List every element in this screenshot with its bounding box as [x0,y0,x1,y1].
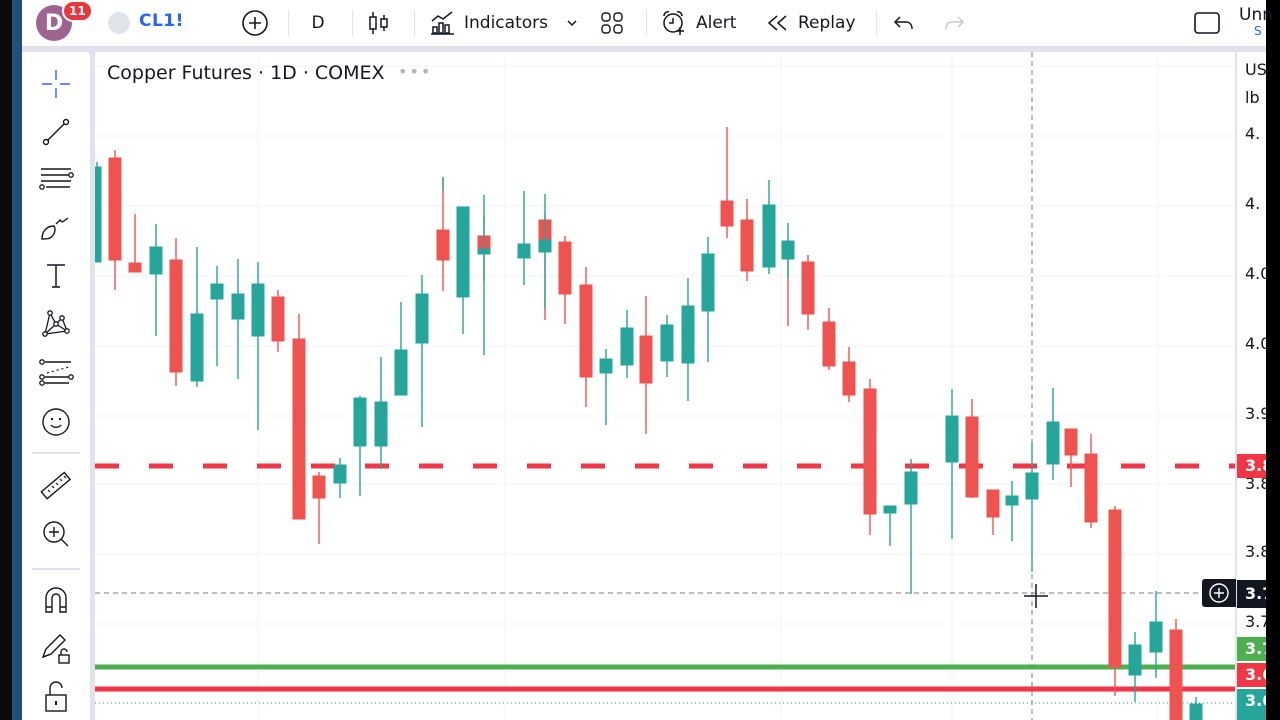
tool-divider [32,452,80,454]
indicators-dropdown-button[interactable] [564,8,580,38]
grid-lines [95,52,1235,720]
emoji-tool-button[interactable] [36,402,76,442]
price-axis-label: 3.9 [1245,404,1266,423]
trend-line-tool-button[interactable] [36,112,76,152]
indicators-label: Indicators [464,13,548,33]
red-level-price-tag: 3.6 [1237,663,1266,687]
square-icon [1194,12,1220,34]
smiley-icon [42,408,70,436]
chart-type-button[interactable] [366,8,392,38]
avatar-letter: D [44,10,64,36]
text-tool-button[interactable] [36,256,76,296]
legend-menu-button[interactable]: ••• [398,62,433,81]
redo-button[interactable] [942,8,966,38]
trend-line-icon [42,118,70,146]
compare-symbol-button[interactable] [240,8,270,38]
price-axis-label: 3.7 [1245,612,1266,631]
forecast-lines-icon [39,359,74,386]
indicators-button[interactable]: Indicators [430,8,570,38]
symbol-search-button[interactable]: CL1! [139,11,184,31]
toolbar-divider [876,10,877,36]
add-alert-plus-button[interactable] [1202,579,1236,607]
magnet-icon [45,587,67,613]
last-price-tag: 3.6 [1237,689,1266,720]
grid-icon [601,12,623,34]
toolbar-divider [288,10,289,36]
unlock-button[interactable] [36,676,76,716]
ruler-tool-button[interactable] [36,466,76,506]
price-axis-label: 3.8 [1245,542,1266,561]
price-axis-currency[interactable]: US [1245,60,1266,79]
price-axis-label: 4.0 [1245,264,1266,283]
lock-drawings-button[interactable] [36,628,76,668]
xabcd-pattern-icon [42,310,70,337]
brush-tool-button[interactable] [36,208,76,248]
candlestick-chart [95,52,1235,720]
crosshair-tool-button[interactable] [36,64,76,104]
plus-circle-icon [242,10,268,36]
fullscreen-button[interactable] [1192,8,1222,38]
templates-button[interactable] [599,8,625,38]
ruler-icon [40,471,72,500]
tool-divider [32,568,80,570]
fib-tool-button[interactable] [36,160,76,200]
zoom-in-tool-button[interactable] [36,514,76,554]
dashed-level-price-tag: 3.8 [1237,454,1266,478]
rewind-icon [767,15,787,31]
alert-button[interactable]: Alert [660,8,742,38]
undo-icon [893,16,913,30]
unlock-icon [45,681,67,712]
price-axis-label: 4. [1245,124,1261,143]
chevron-down-icon [567,20,577,27]
replay-label: Replay [798,13,856,33]
candles [95,127,1203,720]
alarm-clock-icon [663,11,684,35]
tradingview-app: D 11 CL1! D Indicators Alert [22,0,1273,720]
toolbar-divider [646,10,647,36]
layout-name[interactable]: Unn [1239,5,1273,25]
price-axis-label: 4. [1245,194,1261,213]
crosshair-icon [42,70,70,98]
brush-icon [41,217,69,240]
pencil-lock-icon [41,634,70,664]
chart-pane[interactable]: Copper Futures · 1D · COMEX ••• [95,52,1235,720]
interval-button[interactable]: D [311,13,325,33]
magnet-tool-button[interactable] [36,580,76,620]
chart-legend-title[interactable]: Copper Futures · 1D · COMEX [107,62,385,84]
layout-save-status: S [1254,24,1262,38]
zoom-in-icon [43,521,69,547]
toolbar-divider [414,10,415,36]
desktop-background [0,0,22,720]
desktop-edge [1266,0,1280,720]
drawing-toolbar [22,52,90,720]
pattern-tool-button[interactable] [36,304,76,344]
plus-circle-icon [1209,583,1229,603]
price-axis-label: 3.8 [1245,474,1266,493]
price-axis-unit: lb [1245,88,1260,107]
cursor-crosshair [1024,584,1048,608]
replay-button[interactable]: Replay [766,8,858,38]
price-axis-label: 4.0 [1245,334,1266,353]
fib-lines-icon [39,168,74,190]
alert-label: Alert [696,13,737,33]
price-axis[interactable]: US lb 4. 4. 4.0 4.0 3.9 3.8 3.8 3.7 3.8 … [1236,52,1266,720]
forecast-tool-button[interactable] [36,352,76,392]
crosshair-price-tag: 3.7 [1237,580,1266,608]
green-level-price-tag: 3.7 [1237,637,1266,661]
redo-icon [945,16,965,30]
indicators-icon [431,11,454,35]
text-icon [47,264,65,288]
undo-button[interactable] [892,8,916,38]
symbol-logo-icon [108,12,130,34]
top-toolbar: D 11 CL1! D Indicators Alert [22,0,1273,46]
notification-badge: 11 [62,0,93,22]
toolbar-divider [352,10,353,36]
candles-icon [369,12,388,34]
